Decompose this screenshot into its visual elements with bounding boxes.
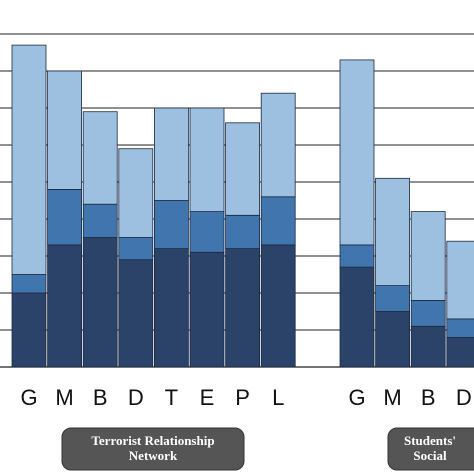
tick-label-b: B: [93, 385, 108, 410]
bar-segment-bottom-g: [339, 266, 375, 368]
tick-label-b: B: [421, 385, 436, 410]
tick-label-m: M: [55, 385, 73, 410]
tick-label-g: G: [20, 385, 37, 410]
bar-segment-bottom-b: [82, 237, 118, 368]
bar-segment-bottom-p: [225, 248, 261, 368]
tick-label-d: D: [128, 385, 144, 410]
tick-label-g: G: [348, 385, 365, 410]
bar-segment-top-b: [82, 111, 118, 205]
group-label-box: [61, 427, 245, 471]
group-label-line: Network: [129, 448, 178, 463]
bar-segment-bottom-m: [47, 244, 82, 368]
bar-segment-middle-m: [47, 188, 82, 246]
tick-label-p: P: [235, 385, 250, 410]
bar-segment-bottom-e: [189, 251, 225, 368]
bars: [11, 44, 474, 368]
bar-segment-middle-e: [189, 211, 225, 253]
bar-segment-middle-p: [225, 214, 261, 250]
group-label-line: Students': [404, 433, 456, 448]
bar-segment-top-m: [375, 177, 411, 287]
bar-segment-bottom-g: [11, 292, 47, 368]
bar-segment-middle-b: [82, 203, 118, 238]
tick-label-d: D: [456, 385, 472, 410]
bar-segment-top-p: [225, 122, 261, 216]
group-label-box: [387, 427, 474, 471]
bar-segment-top-g: [11, 44, 47, 275]
bar-segment-top-e: [189, 107, 225, 212]
bar-segment-middle-b: [410, 299, 446, 327]
bar-segment-middle-d: [446, 318, 474, 338]
bar-segment-middle-g: [11, 274, 47, 294]
bar-segment-middle-l: [260, 196, 296, 246]
tick-label-m: M: [383, 385, 401, 410]
bar-segment-top-b: [410, 211, 446, 301]
bar-segment-top-g: [339, 59, 375, 246]
bar-segment-top-m: [47, 70, 82, 190]
bar-segment-bottom-t: [153, 248, 189, 368]
bar-segment-top-l: [260, 92, 296, 198]
bar-segment-bottom-m: [375, 311, 411, 368]
bar-segment-middle-g: [339, 244, 375, 268]
tick-label-l: L: [272, 385, 284, 410]
bar-segment-middle-m: [375, 285, 411, 312]
bar-segment-bottom-d: [118, 259, 154, 368]
bar-segment-bottom-b: [410, 325, 446, 368]
tick-label-e: E: [200, 385, 215, 410]
bar-segment-top-t: [153, 107, 189, 201]
bar-segment-bottom-d: [446, 336, 474, 368]
group-label-line: Terrorist Relationship: [91, 433, 214, 448]
bar-segment-top-d: [118, 148, 154, 238]
bar-segment-middle-t: [153, 200, 189, 249]
bar-segment-bottom-l: [260, 244, 296, 368]
group-label-line: Social: [413, 448, 447, 463]
bar-segment-middle-d: [118, 237, 154, 261]
bar-segment-top-d: [446, 240, 474, 320]
tick-label-t: T: [165, 385, 178, 410]
